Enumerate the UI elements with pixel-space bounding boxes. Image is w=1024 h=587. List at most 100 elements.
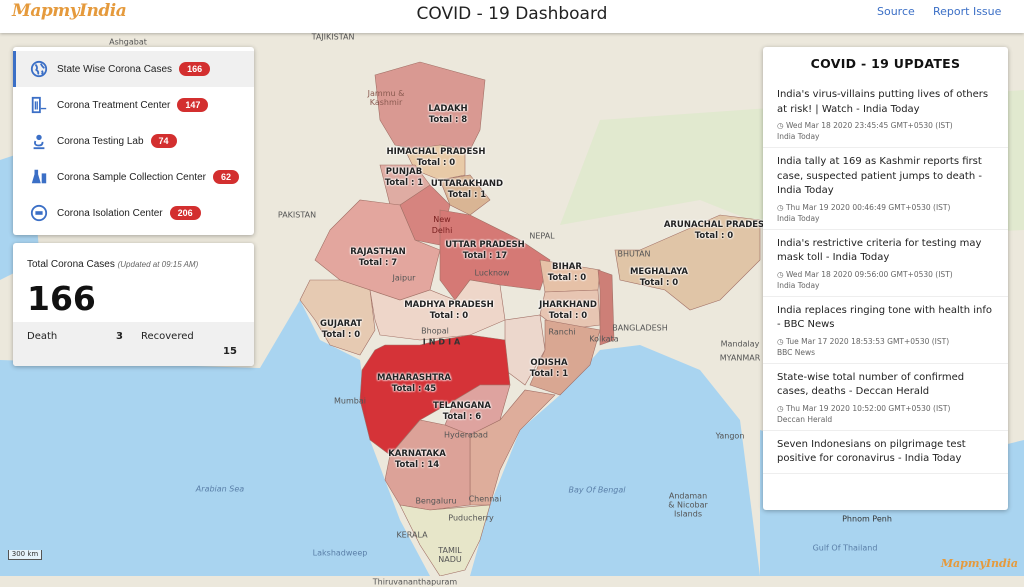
state-andhra-pradesh (469, 389, 556, 506)
bed-icon (29, 203, 49, 223)
place-label: Gulf Of Thailand (812, 543, 878, 553)
menu-item-corona-testing-lab[interactable]: Corona Testing Lab 74 (13, 123, 254, 159)
state-name: UTTARAKHAND (430, 179, 504, 189)
news-item[interactable]: India tally at 169 as Kashmir reports fi… (763, 148, 1008, 230)
place-label: Ashgabat (109, 37, 147, 47)
death-label: Death (27, 331, 58, 342)
menu-item-corona-sample-collection-center[interactable]: Corona Sample Collection Center 62 (13, 159, 254, 195)
place-label: Mumbai (334, 396, 366, 406)
place-label: MYANMAR (719, 353, 761, 363)
menu-item-corona-treatment-center[interactable]: Corona Treatment Center 147 (13, 87, 254, 123)
news-title: State-wise total number of confirmed cas… (777, 371, 965, 398)
place-label: INDIA (422, 337, 464, 347)
state-name: MEGHALAYA (629, 267, 689, 277)
clock-icon: ◷ (777, 202, 784, 212)
recovered-value: 15 (223, 346, 237, 357)
state-name: GUJARAT (320, 319, 362, 329)
state-name: LADAKH (428, 104, 468, 114)
menu-item-corona-isolation-center[interactable]: Corona Isolation Center 206 (13, 195, 254, 231)
state-odisha (529, 319, 601, 396)
state-total: Total : 0 (321, 330, 361, 340)
report-issue-link[interactable]: Report Issue (933, 5, 1002, 18)
state-label-bihar[interactable]: BIHAR Total : 0 (548, 262, 586, 284)
state-label-arunachal-prades[interactable]: ARUNACHAL PRADES Total : 0 (664, 220, 764, 242)
globe-icon (29, 59, 49, 79)
total-cases-title: Total Corona Cases (Updated at 09:15 AM) (27, 259, 198, 270)
place-label: TAJIKISTAN (311, 32, 355, 42)
place-label: BANGLADESH (612, 323, 668, 333)
place-label: Arabian Sea (195, 484, 245, 494)
state-jammu-kashmir-ladakh (374, 61, 486, 151)
place-label: Hyderabad (444, 430, 488, 440)
state-label-meghalaya[interactable]: MEGHALAYA Total : 0 (630, 267, 688, 289)
news-heading: COVID - 19 UPDATES (810, 56, 961, 71)
place-label: Jammu & Kashmir (367, 89, 405, 107)
place-label: New Delhi (431, 215, 453, 235)
state-total: Total : 0 (694, 231, 734, 241)
layer-menu: State Wise Corona Cases 166 Corona Treatme… (13, 47, 254, 235)
count-badge: 62 (212, 170, 239, 184)
count-badge: 206 (169, 206, 201, 220)
state-name: ARUNACHAL PRADES (663, 220, 765, 230)
state-name: MAHARASHTRA (376, 373, 452, 383)
news-source: India Today (777, 132, 820, 141)
news-title: India's virus-villains putting lives of … (777, 89, 989, 115)
news-item[interactable]: Seven Indonesians on pilgrimage test pos… (763, 431, 1008, 474)
state-name: RAJASTHAN (350, 247, 406, 257)
place-label: Kolkata (589, 334, 619, 344)
flask-icon (29, 167, 49, 187)
place-label: Ranchi (548, 327, 576, 337)
state-uttarakhand (439, 174, 491, 216)
news-source: India Today (777, 213, 820, 223)
state-label-madhya-pradesh[interactable]: MADHYA PRADESH Total : 0 (404, 300, 494, 322)
clock-icon: ◷ (777, 336, 784, 346)
place-label: NEPAL (529, 231, 555, 241)
total-cases-card: Total Corona Cases (Updated at 09:15 AM)… (13, 243, 254, 366)
state-name: HIMACHAL PRADESH (386, 147, 486, 157)
state-madhya-pradesh (369, 279, 506, 341)
total-cases-label: Total Corona Cases (27, 259, 115, 270)
state-label-punjab[interactable]: PUNJAB Total : 1 (385, 167, 423, 189)
state-label-gujarat[interactable]: GUJARAT Total : 0 (320, 319, 362, 341)
state-name: PUNJAB (385, 167, 423, 177)
count-badge: 147 (177, 98, 209, 112)
microscope-icon (29, 131, 49, 151)
arabian-sea (0, 300, 430, 576)
count-badge: 166 (179, 62, 211, 76)
menu-item-state-wise-corona-cases[interactable]: State Wise Corona Cases 166 (13, 51, 254, 87)
place-label: Bhopal (421, 326, 449, 336)
state-kerala-tamilnadu (399, 504, 491, 576)
state-total: Total : 0 (416, 158, 456, 168)
news-item[interactable]: India's restrictive criteria for testing… (763, 230, 1008, 297)
news-date: Wed Mar 18 2020 23:45:45 GMT+0530 (IST) (785, 121, 953, 130)
state-label-rajasthan[interactable]: RAJASTHAN Total : 7 (350, 247, 406, 269)
mapmyindia-logo[interactable]: MapmyIndia (12, 1, 127, 21)
state-label-odisha[interactable]: ODISHA Total : 1 (530, 358, 568, 380)
state-label-maharashtra[interactable]: MAHARASHTRA Total : 45 (377, 373, 451, 395)
news-title: India replaces ringing tone with health … (777, 304, 992, 331)
state-label-himachal-pradesh[interactable]: HIMACHAL PRADESH Total : 0 (386, 147, 485, 169)
news-item[interactable]: India replaces ringing tone with health … (763, 297, 1008, 364)
news-source: Deccan Herald (777, 414, 833, 424)
news-item[interactable]: State-wise total number of confirmed cas… (763, 364, 1008, 431)
place-label: KERALA (396, 530, 428, 540)
state-name: BIHAR (552, 262, 582, 272)
place-label: TAMIL NADU (438, 546, 462, 564)
clock-icon: ◷ (777, 269, 784, 279)
state-label-uttarakhand[interactable]: UTTARAKHAND Total : 1 (431, 179, 503, 201)
state-label-ladakh[interactable]: LADAKH Total : 8 (428, 104, 467, 126)
state-label-jharkhand[interactable]: JHARKHAND Total : 0 (539, 300, 597, 322)
source-link[interactable]: Source (877, 5, 915, 18)
mapmyindia-watermark: MapmyIndia (940, 557, 1018, 570)
state-label-telangana[interactable]: TELANGANA Total : 6 (433, 401, 491, 423)
news-source: BBC News (777, 347, 816, 357)
map-scale: 300 km (8, 550, 42, 560)
state-label-uttar-pradesh[interactable]: UTTAR PRADESH Total : 17 (445, 240, 525, 262)
state-total: Total : 6 (442, 412, 482, 422)
news-item[interactable]: India's virus-villains putting lives of … (763, 81, 1008, 148)
place-label: BHUTAN (617, 249, 651, 259)
state-label-karnataka[interactable]: KARNATAKA Total : 14 (388, 449, 446, 471)
state-northeast (614, 214, 761, 311)
news-title: Seven Indonesians on pilgrimage test pos… (777, 438, 966, 465)
state-total: Total : 1 (529, 369, 569, 379)
